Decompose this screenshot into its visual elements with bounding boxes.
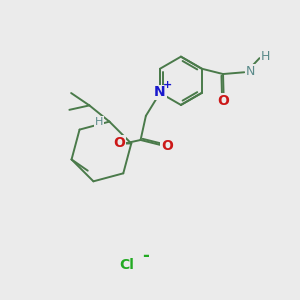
Text: +: + [163, 80, 172, 90]
Text: Cl: Cl [119, 258, 134, 272]
Text: N: N [154, 85, 166, 99]
Text: N: N [246, 64, 255, 78]
Text: H: H [95, 117, 103, 127]
Text: O: O [218, 94, 230, 108]
Text: O: O [161, 140, 173, 154]
Text: H: H [261, 50, 270, 64]
Text: O: O [113, 136, 125, 150]
Text: -: - [142, 247, 149, 265]
